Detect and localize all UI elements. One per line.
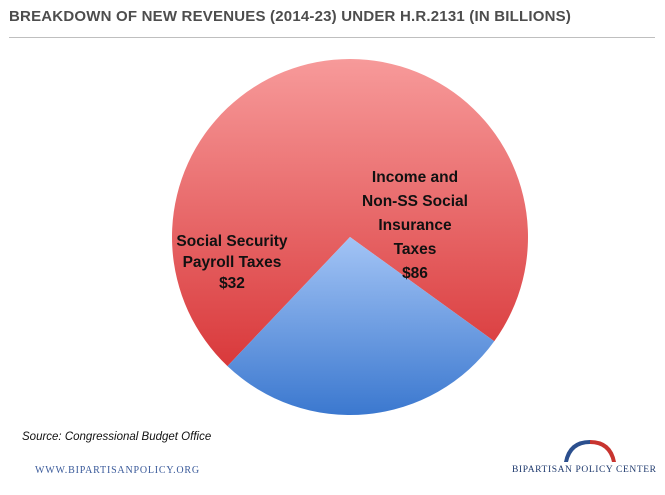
pie-chart: Income and Non-SS Social Insurance Taxes $86… <box>171 58 528 415</box>
slice-label-line: Taxes <box>394 241 437 258</box>
slice-label-line: Payroll Taxes <box>183 254 282 271</box>
slice-label-2: Social Security Payroll Taxes $32 <box>176 233 288 292</box>
logo-blue-arc <box>564 440 590 462</box>
pie-slice-1 <box>171 58 528 367</box>
slice-label-1: Income and Non-SS Social Insurance Taxes $86 <box>362 169 468 282</box>
title-divider <box>9 37 655 38</box>
source-note: Source: Congressional Budget Office <box>22 431 212 443</box>
logo-red-arc <box>590 440 616 462</box>
slice-label-line: $32 <box>219 275 245 292</box>
website-link[interactable]: WWW.BIPARTISANPOLICY.ORG <box>35 465 200 476</box>
slice-label-line: Social Security <box>176 233 288 250</box>
slice-label-line: $86 <box>402 265 428 282</box>
bpc-logo <box>564 440 616 462</box>
pie-slice-2 <box>227 237 495 415</box>
chart-title: BREAKDOWN OF NEW REVENUES (2014-23) UNDE… <box>9 8 572 25</box>
slice-label-line: Insurance <box>378 217 452 234</box>
organization-name: BIPARTISAN POLICY CENTER <box>512 465 657 475</box>
slice-label-line: Income and <box>372 169 458 186</box>
slice-label-line: Non-SS Social <box>362 193 468 210</box>
